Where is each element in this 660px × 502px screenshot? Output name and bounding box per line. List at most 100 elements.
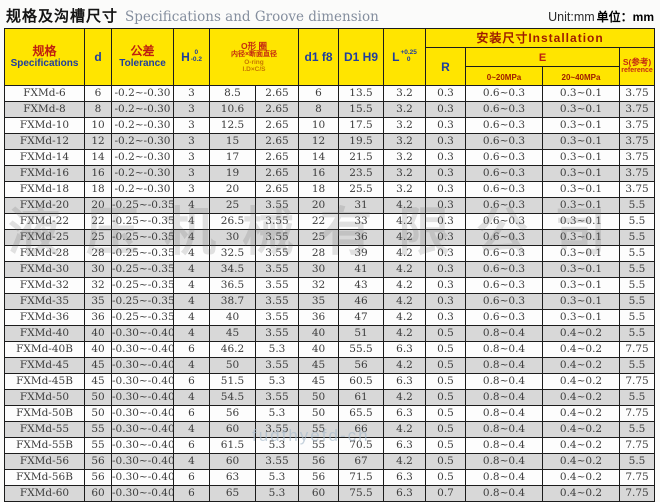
cell: 0.5: [425, 453, 466, 470]
cell: 17: [209, 149, 256, 166]
cell: 20: [209, 181, 256, 198]
cell: 0.3: [425, 85, 466, 102]
cell: 56: [298, 453, 339, 470]
cell: 7.75: [618, 469, 656, 486]
cell: -0.30~-0.40: [111, 421, 174, 438]
cell: -0.25~-0.35: [111, 197, 174, 214]
cell: 60: [209, 453, 256, 470]
cell: 5.5: [618, 261, 656, 278]
cell: 0.6~0.3: [465, 197, 543, 214]
cell: 0.3~0.1: [542, 213, 620, 230]
cell: FXMd-25: [4, 229, 85, 246]
cell: 13.5: [338, 85, 384, 102]
cell: 60: [209, 421, 256, 438]
table-row: FXMd-56B 56 -0.30~-0.40 6 63 5.3 56 71.5 6.3 0.5 0…: [4, 469, 656, 486]
cell: FXMd-10: [4, 117, 85, 134]
cell: -0.2~-0.30: [111, 149, 174, 166]
cell: 3.2: [383, 149, 426, 166]
cell: 0.3~0.1: [542, 149, 620, 166]
table-row: FXMd-6 6 -0.2~-0.30 3 8.5 2.65 6 13.5 3.2 0.3 0.6~…: [4, 85, 656, 102]
cell: FXMd-45B: [4, 373, 85, 390]
cell: 45: [298, 357, 339, 374]
cell: 5.5: [618, 421, 656, 438]
cell: 4: [173, 229, 210, 246]
cell: 22: [84, 213, 112, 230]
cell: 5.5: [618, 293, 656, 310]
cell: 2.65: [255, 117, 299, 134]
cell: 3.75: [618, 165, 656, 182]
cell: 3.75: [618, 85, 656, 102]
cell: 28: [298, 245, 339, 262]
cell: 3.75: [618, 149, 656, 166]
cell: 56: [298, 469, 339, 486]
cell: 45: [84, 373, 112, 390]
cell: 0.8~0.4: [465, 357, 543, 374]
cell: 40: [84, 341, 112, 358]
cell: 0.3~0.1: [542, 245, 620, 262]
cell: 36: [298, 309, 339, 326]
cell: 0.6~0.3: [465, 261, 543, 278]
cell: 63: [209, 469, 256, 486]
cell: 32: [84, 277, 112, 294]
cell: FXMd-8: [4, 101, 85, 118]
cell: FXMd-20: [4, 197, 85, 214]
cell: 5.5: [618, 453, 656, 470]
cell: 0.5: [425, 421, 466, 438]
col-header-L: L +0.25 0: [383, 28, 426, 86]
table-row: FXMd-14 14 -0.2~-0.30 3 17 2.65 14 21.5 3.2 0.3 0.…: [4, 149, 656, 166]
cell: 55.5: [338, 341, 384, 358]
cell: 3.2: [383, 101, 426, 118]
cell: 14: [298, 149, 339, 166]
cell: 60: [298, 485, 339, 502]
cell: 4.2: [383, 389, 426, 406]
cell: 0.4~0.2: [542, 421, 620, 438]
cell: 6.3: [383, 373, 426, 390]
cell: 3: [173, 165, 210, 182]
cell: -0.30~-0.40: [111, 485, 174, 502]
cell: 32.5: [209, 245, 256, 262]
cell: 61.5: [209, 437, 256, 454]
cell: 4.2: [383, 421, 426, 438]
cell: FXMd-55: [4, 421, 85, 438]
cell: FXMd-56: [4, 453, 85, 470]
cell: 4.2: [383, 197, 426, 214]
cell: 4: [173, 309, 210, 326]
cell: 17.5: [338, 117, 384, 134]
table-row: FXMd-10 10 -0.2~-0.30 3 12.5 2.65 10 17.5 3.2 0.3…: [4, 117, 656, 134]
table-row: FXMd-45B 45 -0.30~-0.40 6 51.5 5.3 45 60.5 6.3 0.…: [4, 373, 656, 390]
cell: 60: [84, 485, 112, 502]
cell: 45: [209, 325, 256, 342]
cell: 5.5: [618, 229, 656, 246]
cell: 5.5: [618, 309, 656, 326]
oring-line3: O-ring: [244, 58, 264, 66]
cell: 3.55: [255, 309, 299, 326]
cell: 0.4~0.2: [542, 469, 620, 486]
cell: -0.30~-0.40: [111, 437, 174, 454]
cell: 3.55: [255, 453, 299, 470]
cell: 0.3: [425, 229, 466, 246]
cell: 7.75: [618, 437, 656, 454]
cell: FXMd-22: [4, 213, 85, 230]
cell: 0.8~0.4: [465, 325, 543, 342]
cell: 19: [209, 165, 256, 182]
cell: 6.3: [383, 469, 426, 486]
cell: 33: [338, 213, 384, 230]
cell: 7.75: [618, 373, 656, 390]
cell: 4: [173, 389, 210, 406]
cell: 0.3~0.1: [542, 229, 620, 246]
cell: 40: [298, 341, 339, 358]
cell: 30: [209, 229, 256, 246]
spec-sheet-page: { "page": { "title_zh": "规格及沟槽尺寸", "titl…: [4, 8, 656, 502]
cell: 0.6~0.3: [465, 149, 543, 166]
cell: 6: [173, 485, 210, 502]
cell: 6.3: [383, 485, 426, 502]
cell: 25: [84, 229, 112, 246]
cell: 5.5: [618, 357, 656, 374]
table-header: 规格 Specifications d 公差 Tolerance H 0 -0.2 …: [4, 28, 656, 86]
cell: 7.75: [618, 341, 656, 358]
cell: 0.3: [425, 133, 466, 150]
cell: 0.3~0.1: [542, 165, 620, 182]
cell: 6: [298, 85, 339, 102]
cell: 4.2: [383, 357, 426, 374]
cell: 0.5: [425, 357, 466, 374]
